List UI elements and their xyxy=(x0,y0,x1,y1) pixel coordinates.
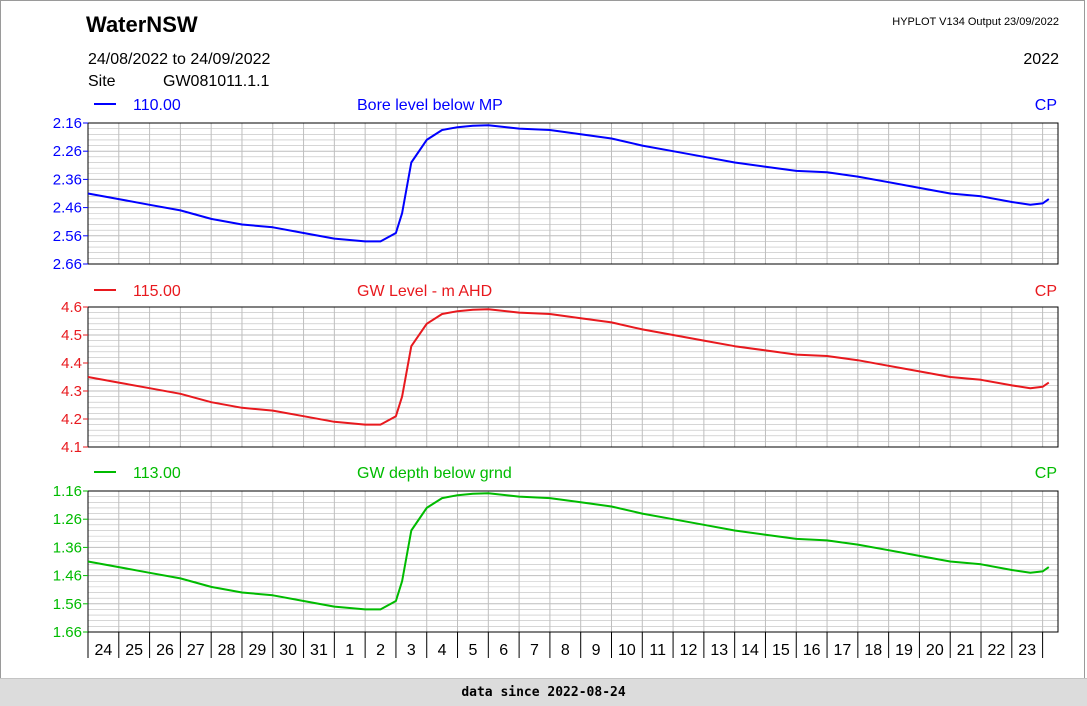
x-tick-label: 28 xyxy=(218,642,236,659)
series-title: Bore level below MP xyxy=(357,97,503,114)
x-tick-label: 10 xyxy=(618,642,636,659)
series-line xyxy=(87,124,1050,243)
x-tick-label: 5 xyxy=(468,642,477,659)
date-range: 24/08/2022 to 24/09/2022 xyxy=(88,51,271,68)
y-tick-label: 4.3 xyxy=(61,383,82,400)
panel-border xyxy=(87,490,1059,633)
x-tick-label: 3 xyxy=(407,642,416,659)
plot-frame xyxy=(0,0,1085,678)
y-tick-label: 1.66 xyxy=(53,624,82,641)
x-tick-label: 17 xyxy=(834,642,852,659)
panel-border xyxy=(87,306,1059,448)
x-tick-label: 1 xyxy=(345,642,354,659)
y-tick-label: 1.26 xyxy=(53,511,82,528)
y-tick-label: 1.36 xyxy=(53,539,82,556)
x-tick-label: 15 xyxy=(772,642,790,659)
y-tick-label: 2.66 xyxy=(53,256,82,273)
series-code: 113.00 xyxy=(133,465,181,482)
y-tick-label: 4.5 xyxy=(61,327,82,344)
hydrograph-chart: 2.16 2.26 2.36 2.46 2.56 2.66 110.00 Bore level… xyxy=(53,97,1059,659)
x-tick-label: 2 xyxy=(376,642,385,659)
x-tick-label: 7 xyxy=(530,642,539,659)
site-id: GW081011.1.1 xyxy=(163,73,270,90)
y-tick-label: 1.56 xyxy=(53,596,82,613)
x-tick-label: 30 xyxy=(279,642,297,659)
x-tick-label: 12 xyxy=(680,642,698,659)
x-tick-label: 21 xyxy=(957,642,975,659)
series-cp-label: CP xyxy=(1035,97,1057,114)
y-tick-label: 2.36 xyxy=(53,171,82,188)
footer-bar: data since 2022-08-24 xyxy=(0,678,1087,706)
organization-title: WaterNSW xyxy=(86,12,198,37)
series-line xyxy=(87,308,1050,426)
site-label: Site xyxy=(88,73,116,90)
y-tick-label: 2.16 xyxy=(53,115,82,132)
series-code: 115.00 xyxy=(133,283,181,300)
y-tick-label: 4.6 xyxy=(61,299,82,316)
x-tick-label: 24 xyxy=(94,642,112,659)
series-title: GW Level - m AHD xyxy=(357,283,492,300)
x-tick-label: 11 xyxy=(649,642,666,659)
x-tick-label: 27 xyxy=(187,642,205,659)
y-tick-label: 1.46 xyxy=(53,568,82,585)
version-output-label: HYPLOT V134 Output 23/09/2022 xyxy=(892,16,1059,28)
y-tick-label: 4.2 xyxy=(61,411,82,428)
y-tick-label: 4.1 xyxy=(61,439,82,456)
x-tick-label: 6 xyxy=(499,642,508,659)
y-tick-label: 4.4 xyxy=(61,355,82,372)
footer-text: data since 2022-08-24 xyxy=(461,685,626,700)
y-tick-label: 2.26 xyxy=(53,143,82,160)
series-cp-label: CP xyxy=(1035,283,1057,300)
series-line xyxy=(87,492,1050,611)
x-tick-label: 14 xyxy=(741,642,759,659)
x-tick-label: 31 xyxy=(310,642,328,659)
x-tick-label: 16 xyxy=(803,642,821,659)
x-tick-label: 23 xyxy=(1018,642,1036,659)
x-tick-label: 18 xyxy=(864,642,882,659)
series-title: GW depth below grnd xyxy=(357,465,512,482)
year-label: 2022 xyxy=(1023,51,1059,68)
x-tick-label: 4 xyxy=(438,642,447,659)
x-tick-label: 9 xyxy=(592,642,601,659)
x-tick-label: 25 xyxy=(125,642,143,659)
x-tick-label: 19 xyxy=(895,642,913,659)
y-tick-label: 1.16 xyxy=(53,483,82,500)
series-cp-label: CP xyxy=(1035,465,1057,482)
x-tick-label: 22 xyxy=(988,642,1006,659)
x-tick-label: 13 xyxy=(710,642,728,659)
y-tick-label: 2.46 xyxy=(53,200,82,217)
series-code: 110.00 xyxy=(133,97,181,114)
y-tick-label: 2.56 xyxy=(53,228,82,245)
x-tick-label: 29 xyxy=(248,642,266,659)
panel-border xyxy=(87,122,1059,265)
x-tick-label: 26 xyxy=(156,642,174,659)
x-tick-label: 8 xyxy=(561,642,570,659)
x-tick-label: 20 xyxy=(926,642,944,659)
